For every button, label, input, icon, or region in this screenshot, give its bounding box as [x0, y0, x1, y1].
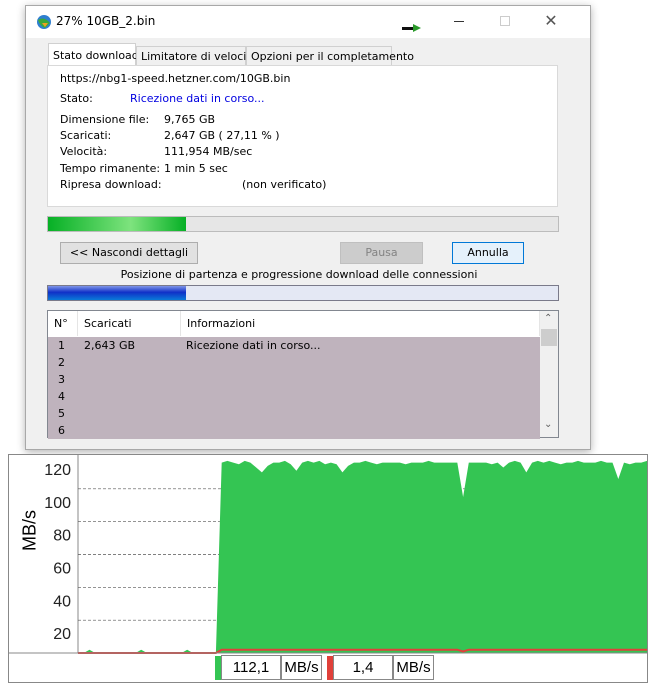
- cell-n: 5: [58, 407, 65, 420]
- download-progress-bar: [47, 216, 559, 232]
- title-bar: 27% 10GB_2.bin ✕: [26, 6, 590, 38]
- speed-value: 111,954 MB/sec: [164, 145, 253, 158]
- connections-progress-fill: [48, 286, 186, 300]
- cell-n: 1: [58, 339, 65, 352]
- column-header-informazioni[interactable]: Informazioni: [181, 311, 540, 336]
- legend-value: 112,1: [221, 655, 281, 680]
- download-dialog: 27% 10GB_2.bin ✕ Stato download Limitato…: [25, 5, 591, 450]
- download-progress-fill: [48, 217, 187, 231]
- legend-swatch: [215, 656, 221, 680]
- speed-label: Velocità:: [60, 145, 108, 158]
- pause-button[interactable]: Pausa: [340, 242, 423, 264]
- status-value: Ricezione dati in corso...: [130, 92, 265, 105]
- y-axis-label-box: MB/s: [15, 475, 45, 585]
- connections-caption: Posizione di partenza e progressione dow…: [120, 268, 478, 281]
- cell-downloaded: 2,643 GB: [84, 339, 136, 352]
- download-url: https://nbg1-speed.hetzner.com/10GB.bin: [60, 72, 291, 85]
- cell-info: Ricezione dati in corso...: [186, 339, 321, 352]
- legend-unit: MB/s: [281, 655, 322, 680]
- list-row[interactable]: 5: [48, 405, 540, 422]
- column-header-n[interactable]: N°: [48, 311, 78, 336]
- remaining-value: 1 min 5 sec: [164, 162, 228, 175]
- list-row[interactable]: 2: [48, 354, 540, 371]
- scrollbar-thumb[interactable]: [541, 329, 557, 346]
- size-label: Dimensione file:: [60, 113, 150, 126]
- cancel-button[interactable]: Annulla: [452, 242, 524, 264]
- legend-unit: MB/s: [393, 655, 434, 680]
- speed-chart-svg: 20 40 60 80 100 120: [9, 455, 648, 654]
- cell-n: 3: [58, 373, 65, 386]
- size-value: 9,765 GB: [164, 113, 216, 126]
- cell-n: 4: [58, 390, 65, 403]
- y-tick-label: 80: [53, 528, 71, 545]
- resume-value: (non verificato): [242, 178, 327, 191]
- idm-globe-icon: [37, 15, 51, 29]
- legend-swatch: [327, 656, 333, 680]
- resume-label: Ripresa download:: [60, 178, 162, 191]
- close-button[interactable]: ✕: [544, 11, 558, 30]
- y-axis-label: MB/s: [19, 510, 40, 552]
- downloaded-label: Scaricati:: [60, 129, 112, 142]
- list-row[interactable]: 1 2,643 GB Ricezione dati in corso...: [48, 337, 540, 354]
- downloaded-value: 2,647 GB ( 27,11 % ): [164, 129, 280, 142]
- green-arrow-icon: [402, 24, 421, 32]
- remaining-label: Tempo rimanente:: [60, 162, 161, 175]
- y-tick-label: 120: [44, 462, 71, 479]
- window-title: 27% 10GB_2.bin: [56, 14, 156, 28]
- tab-opzioni-completamento[interactable]: Opzioni per il completamento: [246, 46, 414, 66]
- list-row[interactable]: 6: [48, 422, 540, 439]
- scroll-up-icon[interactable]: ⌃: [544, 313, 553, 324]
- column-header-scaricati[interactable]: Scaricati: [78, 311, 181, 336]
- list-row[interactable]: 4: [48, 388, 540, 405]
- tab-stato-download[interactable]: Stato download: [48, 43, 139, 66]
- tab-limitatore[interactable]: Limitatore di velocità: [136, 46, 257, 66]
- status-panel: https://nbg1-speed.hetzner.com/10GB.bin …: [47, 65, 558, 207]
- legend-value: 1,4: [333, 655, 393, 680]
- minimize-button[interactable]: [436, 6, 482, 36]
- cell-n: 6: [58, 424, 65, 437]
- connections-list: N° Scaricati Informazioni 1 2,643 GB Ricez…: [47, 310, 559, 439]
- series-area-download: [78, 460, 647, 653]
- maximize-button[interactable]: [482, 6, 528, 36]
- cell-n: 2: [58, 356, 65, 369]
- y-tick-label: 40: [53, 593, 71, 610]
- list-row[interactable]: 3: [48, 371, 540, 388]
- speed-chart: 20 40 60 80 100 120: [8, 454, 648, 683]
- y-tick-label: 60: [53, 561, 71, 578]
- list-scrollbar[interactable]: ⌃ ⌄: [540, 311, 558, 437]
- scroll-down-icon[interactable]: ⌄: [544, 419, 553, 430]
- hide-details-button[interactable]: << Nascondi dettagli: [60, 242, 198, 264]
- connections-progress-bar: [47, 285, 559, 301]
- y-tick-label: 100: [44, 495, 71, 512]
- y-tick-label: 20: [53, 626, 71, 643]
- status-label: Stato:: [60, 92, 93, 105]
